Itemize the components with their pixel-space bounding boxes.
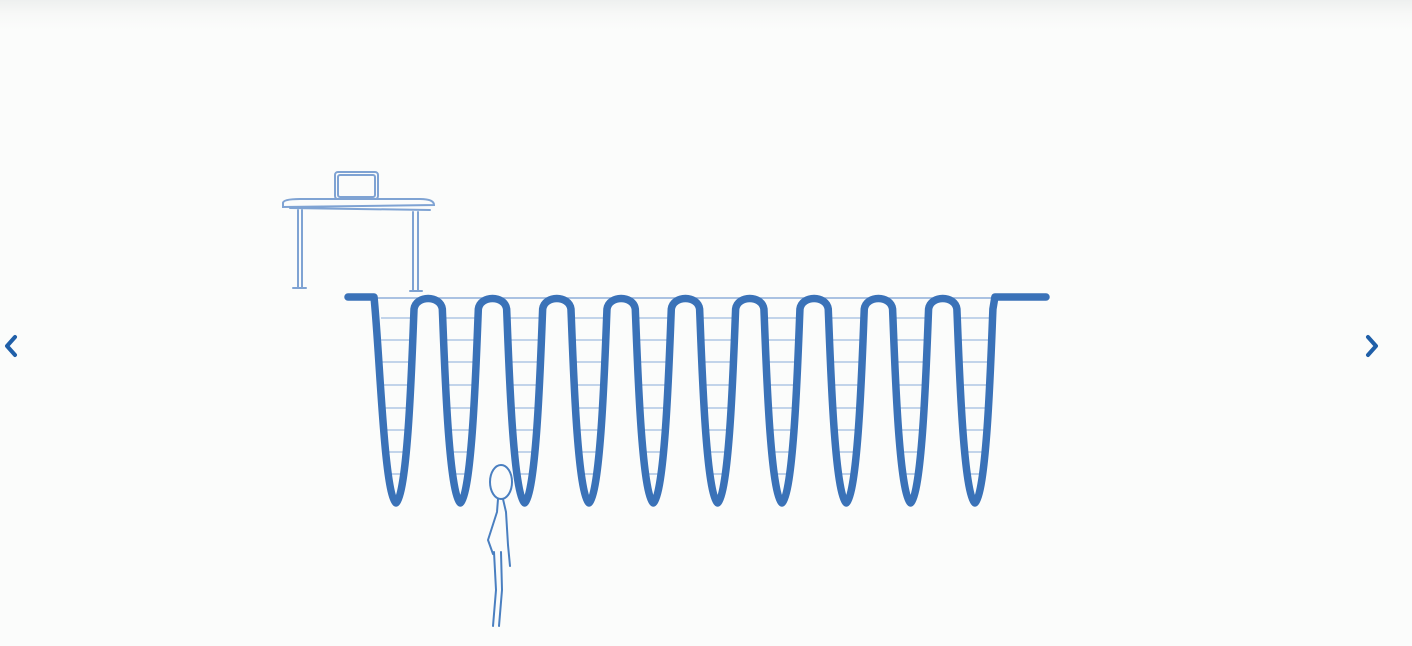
chevron-left-icon	[5, 335, 17, 357]
stick-figure-icon	[487, 464, 513, 627]
laptop-icon	[334, 171, 379, 200]
desk-icon	[282, 198, 436, 292]
pit-rungs	[381, 317, 990, 475]
loop-path	[344, 293, 1050, 507]
next-slide-button[interactable]	[1352, 326, 1392, 366]
previous-slide-button[interactable]	[0, 326, 32, 366]
chevron-right-icon	[1366, 335, 1378, 357]
